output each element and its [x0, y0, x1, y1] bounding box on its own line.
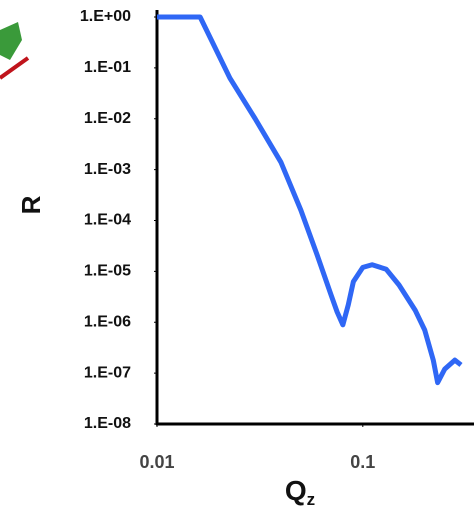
- y-tick-label: 1.E-06: [84, 313, 131, 330]
- y-tick-label: 1.E-03: [84, 161, 131, 178]
- y-tick-label: 1.E-05: [84, 263, 131, 280]
- y-tick-label: 1.E-07: [84, 364, 131, 381]
- y-tick-label: 1.E-08: [84, 415, 131, 432]
- x-tick-label: 0.1: [350, 452, 375, 472]
- data-line: [157, 14, 463, 386]
- x-axis-label: Qz: [285, 475, 315, 509]
- y-tick-label: 1.E-01: [84, 59, 131, 76]
- y-tick-label: 1.E-02: [84, 110, 131, 127]
- x-tick-label: 0.01: [139, 452, 174, 472]
- y-axis-label: R: [16, 195, 46, 214]
- y-tick-label: 1.E+00: [80, 8, 131, 25]
- cropped-icon: [0, 22, 30, 80]
- y-tick-label: 1.E-04: [84, 212, 131, 229]
